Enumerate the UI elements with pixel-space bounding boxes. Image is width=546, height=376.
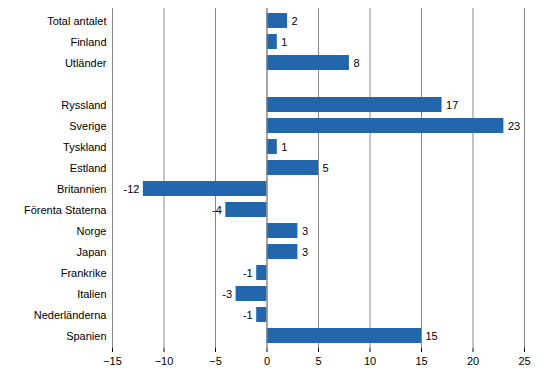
svg-text:Japan: Japan bbox=[77, 246, 107, 258]
svg-text:25: 25 bbox=[518, 355, 530, 367]
svg-text:17: 17 bbox=[446, 99, 458, 111]
svg-text:−10: −10 bbox=[155, 355, 174, 367]
svg-text:5: 5 bbox=[323, 162, 329, 174]
svg-text:1: 1 bbox=[281, 36, 287, 48]
svg-text:-3: -3 bbox=[222, 288, 232, 300]
svg-text:3: 3 bbox=[302, 246, 308, 258]
svg-text:5: 5 bbox=[315, 355, 321, 367]
svg-text:15: 15 bbox=[415, 355, 427, 367]
svg-text:2: 2 bbox=[292, 15, 298, 27]
svg-text:Spanien: Spanien bbox=[66, 330, 106, 342]
svg-text:Norge: Norge bbox=[77, 225, 107, 237]
svg-text:0: 0 bbox=[264, 355, 270, 367]
svg-text:15: 15 bbox=[426, 330, 438, 342]
svg-text:8: 8 bbox=[353, 57, 359, 69]
svg-text:-1: -1 bbox=[243, 267, 253, 279]
svg-text:23: 23 bbox=[508, 120, 520, 132]
svg-text:Förenta Staterna: Förenta Staterna bbox=[24, 204, 107, 216]
svg-text:−5: −5 bbox=[209, 355, 222, 367]
svg-text:Sverige: Sverige bbox=[69, 120, 106, 132]
svg-text:10: 10 bbox=[364, 355, 376, 367]
svg-text:Estland: Estland bbox=[70, 162, 107, 174]
svg-text:-1: -1 bbox=[243, 309, 253, 321]
svg-text:Italien: Italien bbox=[77, 288, 106, 300]
svg-text:Tyskland: Tyskland bbox=[63, 141, 106, 153]
svg-text:1: 1 bbox=[281, 141, 287, 153]
svg-text:20: 20 bbox=[467, 355, 479, 367]
svg-text:−15: −15 bbox=[103, 355, 122, 367]
svg-text:-4: -4 bbox=[212, 204, 222, 216]
svg-text:Frankrike: Frankrike bbox=[61, 267, 107, 279]
svg-text:-12: -12 bbox=[123, 183, 139, 195]
svg-text:Britannien: Britannien bbox=[57, 183, 107, 195]
svg-text:Ryssland: Ryssland bbox=[61, 99, 106, 111]
svg-text:Nederländerna: Nederländerna bbox=[34, 309, 108, 321]
svg-text:3: 3 bbox=[302, 225, 308, 237]
svg-text:Utländer: Utländer bbox=[65, 57, 107, 69]
svg-text:Finland: Finland bbox=[70, 36, 106, 48]
svg-text:Total antalet: Total antalet bbox=[47, 15, 106, 27]
